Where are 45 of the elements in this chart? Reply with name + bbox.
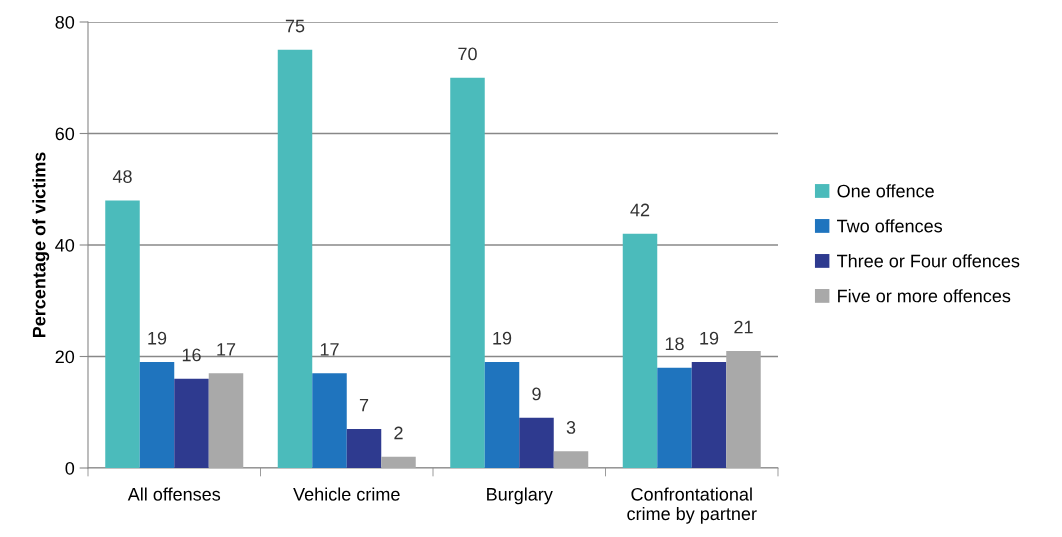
bar [450,77,485,468]
bar [105,200,140,468]
data-label: 19 [148,331,167,345]
x-tick-label: Confrontational crime by partner [627,487,757,524]
data-label: 2 [394,426,403,440]
data-label: 9 [532,387,541,401]
bar [174,378,209,468]
legend-label: Three or Four offences [837,254,1020,268]
data-label: 48 [112,170,132,183]
data-label: 21 [734,320,753,334]
x-tick-label: All offenses [127,487,221,501]
bar [277,49,313,468]
data-label: 75 [285,19,305,33]
data-label: 19 [700,331,719,345]
bar [657,367,692,468]
bar [553,451,589,468]
bar [484,362,520,468]
y-tick-label: 0 [65,461,75,475]
y-tick-label: 60 [55,127,75,141]
data-label: 7 [359,398,369,412]
y-tick-label: 20 [55,350,75,364]
x-tick-label: Burglary [487,487,553,505]
y-tick-label: 80 [55,15,75,29]
y-tick-label: 40 [55,238,75,252]
bar [726,350,761,468]
bar [691,362,727,468]
bar [346,428,382,468]
data-label: 17 [320,343,339,356]
data-label: 17 [217,343,236,356]
legend-label: One offence [837,184,934,198]
bar [139,362,175,468]
bar [519,417,554,468]
bar [622,233,658,468]
data-label: 42 [630,203,650,217]
data-label: 19 [493,331,512,345]
legend-label: Five or more offences [838,289,1011,303]
data-label: 3 [566,421,576,434]
y-axis-title: Percentage of victims [32,152,50,338]
bar [312,373,347,468]
data-label: 18 [665,337,684,351]
data-label: 70 [458,47,477,61]
bar [381,456,416,468]
x-tick-label: Vehicle crime [293,487,400,501]
bar [208,373,244,468]
legend-label: Two offences [837,219,943,233]
